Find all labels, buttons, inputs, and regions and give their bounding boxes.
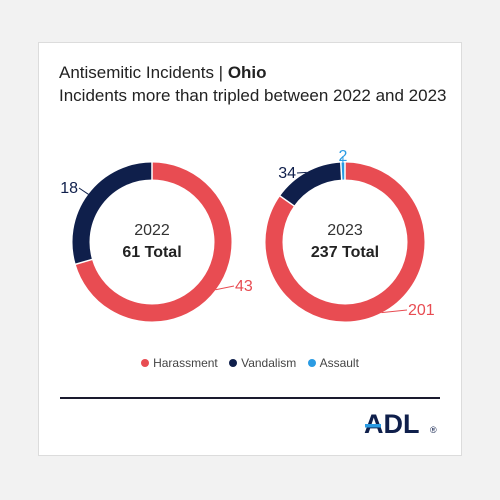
legend-item-assault: Assault bbox=[307, 356, 359, 370]
center-year-2023: 2023 bbox=[327, 222, 363, 239]
legend-swatch-assault bbox=[307, 359, 316, 367]
chart-title: Antisemitic Incidents | Ohio bbox=[59, 63, 267, 83]
slice-2023-harassment bbox=[265, 162, 425, 322]
logo-mark: ® bbox=[430, 425, 437, 435]
center-total-2023: 237 Total bbox=[311, 244, 379, 261]
chart-subtitle: Incidents more than tripled between 2022… bbox=[59, 86, 447, 105]
slice-2023-vandalism bbox=[280, 162, 343, 207]
slice-2022-vandalism bbox=[72, 162, 153, 265]
adl-logo: ADL ® bbox=[364, 409, 437, 438]
value-label-2023-assault: 2 bbox=[339, 148, 348, 165]
leader-line-2022-vandalism bbox=[78, 187, 89, 195]
leader-line-2023-harassment bbox=[381, 309, 408, 314]
legend-label-assault: Assault bbox=[319, 356, 359, 370]
legend-label-harassment: Harassment bbox=[153, 356, 218, 370]
value-label-2022-harassment: 43 bbox=[235, 278, 253, 295]
leader-line-2023-vandalism bbox=[296, 171, 307, 174]
title-prefix: Antisemitic Incidents | bbox=[59, 63, 228, 82]
logo-text: ADL bbox=[364, 409, 420, 438]
value-label-2023-harassment: 201 bbox=[408, 302, 435, 319]
title-state: Ohio bbox=[227, 63, 267, 82]
legend-label-vandalism: Vandalism bbox=[241, 356, 297, 370]
legend-item-harassment: Harassment bbox=[141, 356, 218, 370]
slice-2022-harassment bbox=[75, 162, 232, 322]
logo-accent bbox=[365, 424, 381, 428]
leader-line-2022-harassment bbox=[215, 285, 235, 291]
footer-divider bbox=[60, 397, 440, 399]
slice-separator-2023 bbox=[278, 194, 296, 208]
slice-separator-2022 bbox=[74, 258, 94, 266]
legend-swatch-vandalism bbox=[229, 359, 238, 367]
slice-separator-2023 bbox=[339, 161, 343, 181]
value-label-2022-vandalism: 18 bbox=[60, 180, 78, 197]
value-label-2023-vandalism: 34 bbox=[278, 165, 296, 182]
chart-card bbox=[38, 42, 462, 456]
legend-item-vandalism: Vandalism bbox=[229, 356, 296, 370]
legend: Harassment Vandalism Assault bbox=[0, 356, 500, 370]
legend-swatch-harassment bbox=[141, 359, 150, 367]
center-total-2022: 61 Total bbox=[122, 244, 181, 261]
center-year-2022: 2022 bbox=[134, 222, 170, 239]
